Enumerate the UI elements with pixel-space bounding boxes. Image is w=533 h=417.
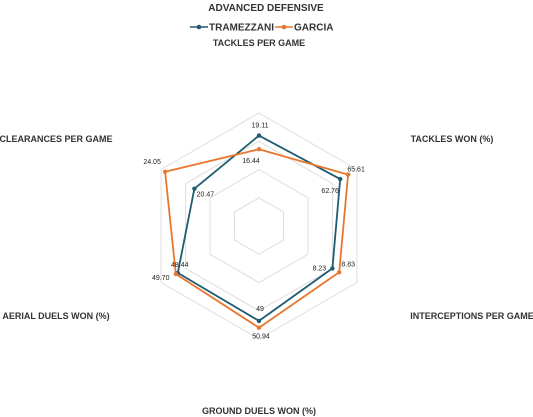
grid-ring-3 xyxy=(185,140,333,312)
radar-data-labels: 19.11 62.76 8.23 49 48.44 20.47 16.44 65.61 8.83… xyxy=(143,123,365,341)
chart-title: ADVANCED DEFENSIVE xyxy=(208,3,324,14)
radar-grid xyxy=(160,112,358,340)
legend-item-garcia[interactable]: GARCIA xyxy=(275,23,333,34)
data-point-garcia-3[interactable] xyxy=(256,325,262,330)
data-point-tramezzani-1[interactable] xyxy=(338,176,343,182)
data-label-garcia-1: 65.61 xyxy=(347,167,365,174)
data-point-tramezzani-2[interactable] xyxy=(330,266,335,271)
data-point-garcia-4[interactable] xyxy=(173,271,178,277)
data-label-tramezzani-5: 20.47 xyxy=(197,192,215,199)
legend-label-garcia: GARCIA xyxy=(294,23,333,34)
legend-marker-tramezzani xyxy=(196,24,202,30)
axis-label-interceptions-per-game: INTERCEPTIONS PER GAME xyxy=(410,311,533,321)
data-point-garcia-5[interactable] xyxy=(162,169,168,174)
axis-label-ground-duels-won: GROUND DUELS WON (%) xyxy=(202,406,316,416)
data-label-garcia-4: 49.70 xyxy=(152,275,170,282)
data-label-tramezzani-1: 62.76 xyxy=(321,188,339,195)
data-point-garcia-2[interactable] xyxy=(337,270,342,275)
data-label-garcia-5: 24.05 xyxy=(143,159,161,166)
grid-ring-4 xyxy=(160,112,358,340)
data-point-tramezzani-5[interactable] xyxy=(192,186,197,191)
legend-label-tramezzani: TRAMEZZANI xyxy=(209,23,274,34)
data-label-tramezzani-3: 49 xyxy=(256,306,264,313)
data-point-tramezzani-0[interactable] xyxy=(256,133,262,138)
data-point-tramezzani-3[interactable] xyxy=(256,318,262,324)
grid-ring-2 xyxy=(209,168,309,284)
data-label-garcia-0: 16.44 xyxy=(242,158,260,165)
axis-label-clearances-per-game: CLEARANCES PER GAME xyxy=(0,134,113,144)
legend: TRAMEZZANI GARCIA xyxy=(190,23,333,34)
data-label-garcia-2: 8.83 xyxy=(341,261,355,268)
axis-label-aerial-duels-won: AERIAL DUELS WON (%) xyxy=(2,311,109,321)
data-label-tramezzani-4: 48.44 xyxy=(171,262,189,269)
radar-series xyxy=(162,133,351,330)
axis-label-tackles-won: TACKLES WON (%) xyxy=(411,134,494,144)
data-point-garcia-0[interactable] xyxy=(256,147,262,152)
data-point-garcia-1[interactable] xyxy=(345,172,351,177)
data-label-tramezzani-0: 19.11 xyxy=(252,123,269,130)
data-label-tramezzani-2: 8.23 xyxy=(313,265,327,272)
axis-label-tackles-per-game: TACKLES PER GAME xyxy=(213,38,305,48)
legend-marker-garcia xyxy=(281,24,287,30)
data-label-garcia-3: 50.94 xyxy=(252,334,270,341)
legend-item-tramezzani[interactable]: TRAMEZZANI xyxy=(190,23,274,34)
grid-ring-1 xyxy=(234,197,284,255)
